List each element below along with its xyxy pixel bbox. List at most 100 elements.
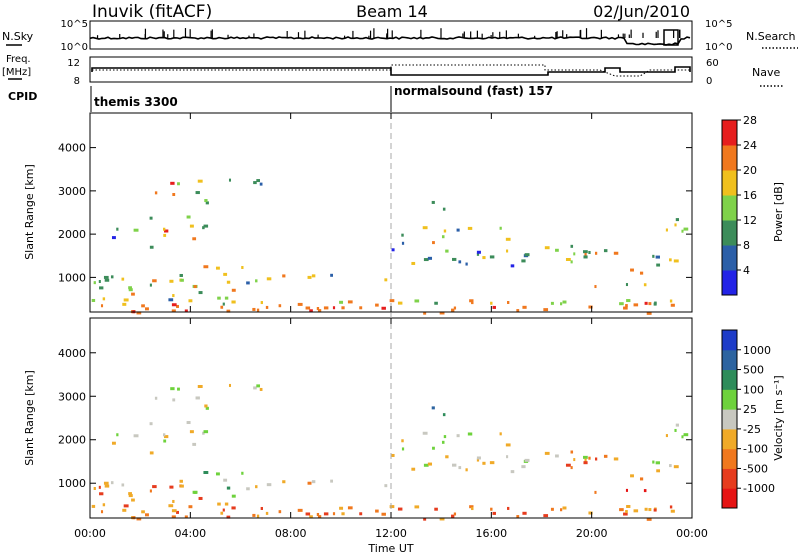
velocity-pixel <box>681 435 684 439</box>
velocity-pixel <box>655 461 660 465</box>
power-pixel <box>656 263 661 267</box>
power-pixel <box>516 309 520 313</box>
velocity-pixel <box>123 504 129 508</box>
power-pixel <box>456 228 460 232</box>
power-pixel <box>583 250 588 254</box>
velocity-pixel <box>623 512 628 516</box>
colorbar-tick-label: -1000 <box>743 482 775 495</box>
y-tick-label: 2000 <box>58 434 86 447</box>
colorbar-segment <box>722 389 737 410</box>
power-pixel <box>594 251 598 255</box>
power-pixel <box>544 246 550 250</box>
velocity-pixel <box>224 502 229 506</box>
velocity-pixel <box>544 451 550 455</box>
velocity-pixel <box>411 467 416 471</box>
velocity-pixel <box>603 454 608 458</box>
velocity-pixel <box>476 458 480 462</box>
colorbar-tick-label: 1000 <box>743 344 771 357</box>
time-axis-label: Time UT <box>367 542 413 554</box>
velocity-pixel <box>282 480 286 484</box>
power-pixel <box>510 264 515 268</box>
colorbar-segment <box>722 428 737 450</box>
velocity-pixel <box>323 512 329 516</box>
power-y-axis: 1000 2000 3000 4000 <box>58 142 692 284</box>
power-pixel <box>149 245 154 249</box>
power-pixel <box>594 285 597 289</box>
velocity-pixel <box>375 509 379 513</box>
power-pixel <box>91 298 96 302</box>
power-pixel <box>111 236 116 240</box>
nave-tick-top: 60 <box>706 58 719 69</box>
velocity-pixel <box>506 455 509 459</box>
cpid-mode-1: themis 3300 <box>94 95 178 109</box>
velocity-pixel <box>195 396 200 400</box>
power-pixel <box>123 298 129 302</box>
power-pixel <box>282 274 286 278</box>
velocity-pixel <box>332 512 336 516</box>
power-pixel <box>359 306 363 310</box>
velocity-pixel <box>452 463 457 467</box>
velocity-pixel <box>307 481 312 485</box>
power-pixel <box>669 299 673 303</box>
velocity-pixel <box>565 463 571 467</box>
velocity-pixel <box>179 479 183 483</box>
power-pixel <box>223 272 228 276</box>
power-pixel <box>522 305 527 309</box>
power-pixel <box>588 305 593 309</box>
colorbar-segment <box>722 195 737 221</box>
velocity-pixel <box>442 413 446 417</box>
power-pixel <box>226 280 231 284</box>
power-pixel <box>465 262 468 266</box>
power-pixel <box>330 273 333 277</box>
power-pixel <box>253 181 257 185</box>
power-pixel <box>441 235 445 239</box>
velocity-pixel <box>188 505 193 509</box>
velocity-pixel <box>674 428 677 432</box>
velocity-pixel <box>203 430 209 434</box>
velocity-pixel <box>309 515 313 519</box>
power-pixel <box>555 248 559 252</box>
velocity-pixel <box>633 509 639 513</box>
velocity-pixel <box>583 455 588 459</box>
velocity-pixel <box>128 492 132 496</box>
velocity-pixel <box>384 484 388 488</box>
power-pixel <box>445 249 449 253</box>
power-pixel <box>341 306 345 310</box>
velocity-pixel <box>588 456 591 460</box>
velocity-pixel <box>584 458 587 462</box>
velocity-pixel <box>172 499 175 503</box>
power-pixel <box>98 280 101 284</box>
velocity-pixel <box>467 432 473 436</box>
freq-line <box>91 66 691 76</box>
velocity-pixel <box>562 506 567 510</box>
power-pixel <box>231 288 236 292</box>
n-search-label: N.Search <box>746 30 796 43</box>
velocity-pixel <box>439 517 445 521</box>
power-pixel <box>521 259 526 263</box>
power-pixel <box>489 255 495 259</box>
velocity-pixel <box>492 511 496 515</box>
power-pixel <box>149 216 153 220</box>
velocity-pixel <box>222 508 225 512</box>
velocity-pixel <box>505 443 511 447</box>
power-pixel <box>453 306 457 310</box>
velocity-pixel <box>110 481 114 485</box>
power-colorbar: 4 8 12 16 20 24 28 <box>721 114 757 296</box>
colorbar-tick-label: 500 <box>743 364 764 377</box>
velocity-pixel <box>630 474 634 478</box>
colorbar-tick-label: -500 <box>743 462 768 475</box>
power-pixel <box>149 283 152 287</box>
power-pixel <box>623 306 628 310</box>
power-pixel <box>309 309 313 313</box>
power-pixel <box>652 254 655 258</box>
power-pixel <box>186 215 191 219</box>
power-pixel <box>681 229 684 233</box>
velocity-pixel <box>102 503 106 507</box>
power-pixel <box>131 292 135 296</box>
velocity-pixel <box>246 487 250 491</box>
velocity-pixel <box>451 514 455 518</box>
power-pixel <box>669 258 672 262</box>
power-pixel <box>136 311 142 315</box>
velocity-pixel <box>163 439 167 443</box>
power-pixel <box>665 228 668 232</box>
